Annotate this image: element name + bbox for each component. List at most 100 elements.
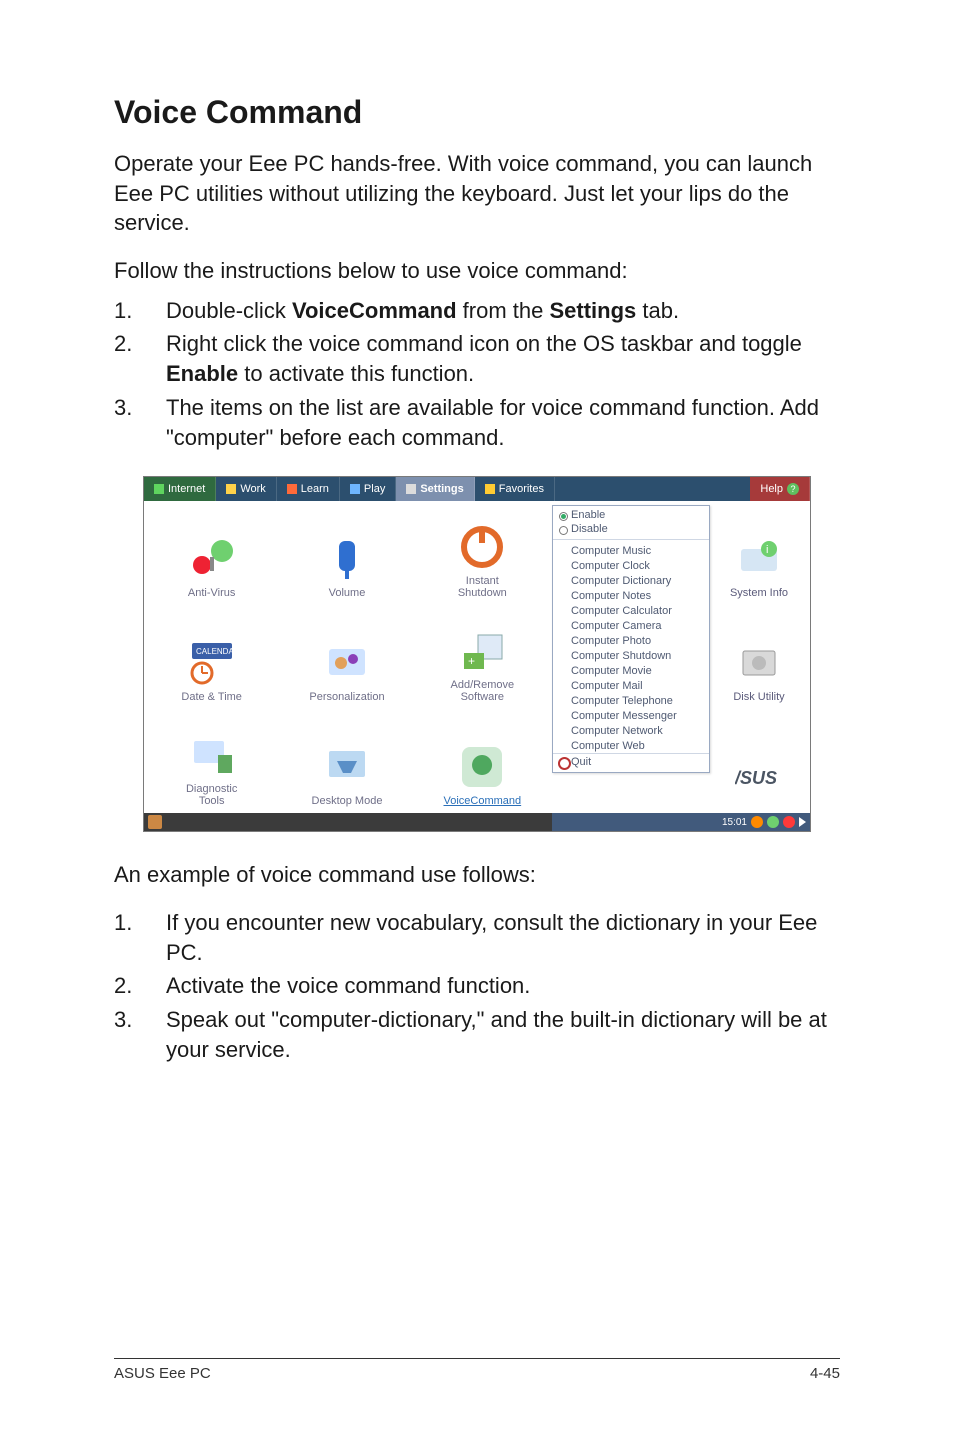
tab-label: Favorites [499,483,544,495]
app-icon [188,731,236,779]
step-item: 1.If you encounter new vocabulary, consu… [114,908,840,967]
svg-text:/SUS: /SUS [735,768,777,788]
footer-right: 4-45 [810,1365,840,1382]
step-item: 3.Speak out "computer-dictionary," and t… [114,1005,840,1064]
help-button[interactable]: Help ? [750,477,810,501]
app-icon [323,743,371,791]
menu-item[interactable]: Computer Music [553,543,709,558]
clock: 15:01 [722,817,747,828]
menu-quit[interactable]: Quit [553,753,709,770]
app-icon: + [458,627,506,675]
screenshot: Internet Work Learn Play Settings Favorites He… [114,476,840,832]
menu-item[interactable]: Computer Web [553,738,709,753]
menu-item[interactable]: Computer Messenger [553,708,709,723]
app-icon [323,639,371,687]
tab-internet[interactable]: Internet [144,477,216,501]
app-diagnostic-tools[interactable]: Diagnostic Tools [144,709,279,813]
menu-enable[interactable]: Enable [553,508,709,522]
steps-list-b: 1.If you encounter new vocabulary, consu… [114,908,840,1064]
help-icon: ? [787,483,799,495]
help-label: Help [760,483,783,495]
tray-icon[interactable] [767,816,779,828]
app-label: Disk Utility [733,691,784,703]
tab-label: Learn [301,483,329,495]
app-anti-virus[interactable]: Anti-Virus [144,501,279,605]
menu-item[interactable]: Computer Camera [553,618,709,633]
svg-text:CALENDAR: CALENDAR [196,647,236,656]
app-voicecommand[interactable]: VoiceCommand [415,709,550,813]
steps-list-a: 1.Double-click VoiceCommand from the Set… [114,296,840,452]
app-icon [458,743,506,791]
menu-disable[interactable]: Disable [553,522,709,536]
app-icon [323,535,371,583]
intro-paragraph: Operate your Eee PC hands-free. With voi… [114,149,840,238]
tab-settings[interactable]: Settings [396,477,474,501]
menu-item[interactable]: Computer Mail [553,678,709,693]
tab-label: Settings [420,483,463,495]
menu-item[interactable]: Computer Photo [553,633,709,648]
app-icon: i [735,535,783,583]
app-personalization[interactable]: Personalization [279,605,414,709]
app-icon: CALENDAR [188,639,236,687]
tray-icon[interactable] [783,816,795,828]
menu-item[interactable]: Computer Telephone [553,693,709,708]
app-icon [188,535,236,583]
tab-learn[interactable]: Learn [277,477,340,501]
app-volume[interactable]: Volume [279,501,414,605]
home-icon[interactable] [148,815,162,829]
menu-item[interactable]: Computer Notes [553,588,709,603]
app-label: Add/Remove Software [451,679,515,703]
app-label: Personalization [309,691,384,703]
app-empty: /SUS [708,709,810,813]
expand-tray-icon[interactable] [799,817,806,827]
app-label: Date & Time [181,691,242,703]
menu-item[interactable]: Computer Clock [553,558,709,573]
app-label: Volume [329,587,366,599]
step-item: 2.Right click the voice command icon on … [114,329,840,388]
menu-item[interactable]: Computer Dictionary [553,573,709,588]
page-footer: ASUS Eee PC 4-45 [114,1358,840,1382]
menu-item[interactable]: Computer Movie [553,663,709,678]
tray-icon[interactable] [751,816,763,828]
app-disk-utility[interactable]: Disk Utility [708,605,810,709]
app-icon [458,523,506,571]
tab-favorites[interactable]: Favorites [475,477,555,501]
app-label: Anti-Virus [188,587,235,599]
tab-work[interactable]: Work [216,477,276,501]
app-label: Desktop Mode [312,795,383,807]
step-item: 3.The items on the list are available fo… [114,393,840,452]
tab-label: Internet [168,483,205,495]
settings-col-3: Instant Shutdown + Add/Remove Software Voic… [415,501,550,813]
app-system-info[interactable]: i System Info [708,501,810,605]
step-item: 1.Double-click VoiceCommand from the Set… [114,296,840,326]
tab-label: Play [364,483,385,495]
svg-text:+: + [468,654,475,668]
app-icon: /SUS [735,755,783,803]
page-title: Voice Command [114,94,840,131]
tab-play[interactable]: Play [340,477,396,501]
step-item: 2.Activate the voice command function. [114,971,840,1001]
app-label: VoiceCommand [443,795,521,807]
status-bar: 15:01 [144,813,810,831]
app-instant-shutdown[interactable]: Instant Shutdown [415,501,550,605]
settings-col-1: Anti-Virus CALENDAR Date & Time Diagnostic … [144,501,279,813]
menu-item[interactable]: Computer Calculator [553,603,709,618]
tab-icon [154,484,164,494]
voice-command-menu[interactable]: EnableDisable Computer MusicComputer Cloc… [552,505,710,773]
app-label: System Info [730,587,788,599]
tab-icon [226,484,236,494]
app-desktop-mode[interactable]: Desktop Mode [279,709,414,813]
app-icon [735,639,783,687]
settings-col-2: Volume Personalization Desktop Mode [279,501,414,813]
tab-icon [406,484,416,494]
follow-paragraph: Follow the instructions below to use voi… [114,256,840,286]
app-label: Diagnostic Tools [186,783,237,807]
app-add-remove-software[interactable]: + Add/Remove Software [415,605,550,709]
menu-item[interactable]: Computer Shutdown [553,648,709,663]
example-lead: An example of voice command use follows: [114,860,840,890]
tab-bar: Internet Work Learn Play Settings Favorites He… [144,477,810,501]
app-date-time[interactable]: CALENDAR Date & Time [144,605,279,709]
menu-item[interactable]: Computer Network [553,723,709,738]
tab-label: Work [240,483,265,495]
tab-icon [485,484,495,494]
